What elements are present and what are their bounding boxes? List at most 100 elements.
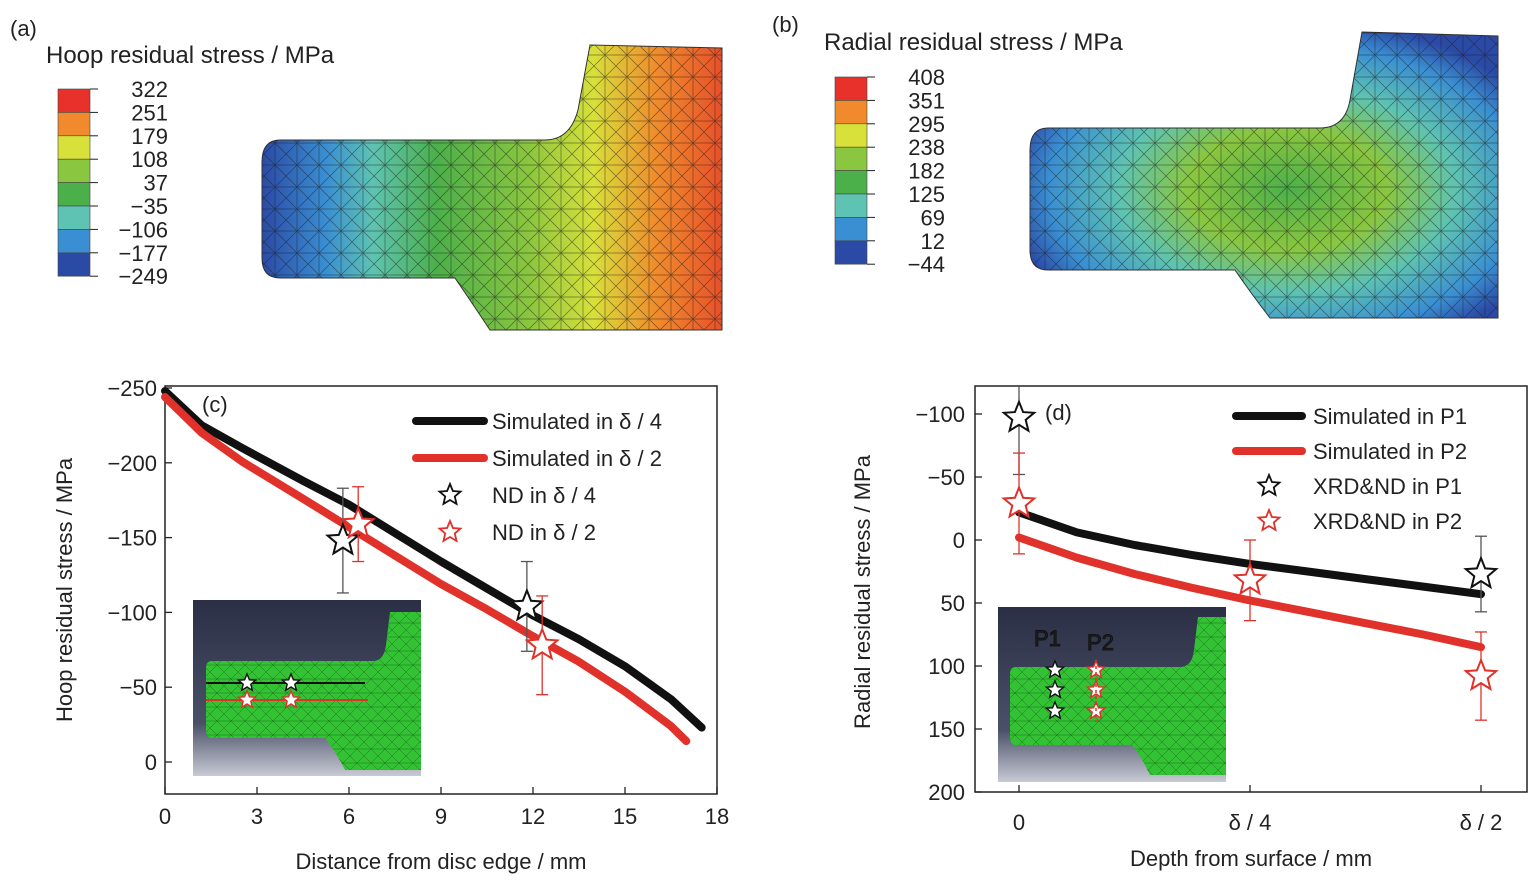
y-tick-label: −200 bbox=[107, 451, 157, 476]
colorbar-swatch bbox=[834, 193, 868, 218]
panel-b: (b) Radial residual stress / MPa 4083512… bbox=[772, 12, 1499, 319]
colorbar-swatch bbox=[834, 217, 868, 242]
y-tick-label: −100 bbox=[915, 402, 965, 427]
inset-marker bbox=[1044, 659, 1066, 679]
colorbar-value: 322 bbox=[131, 77, 168, 102]
legend-label: Simulated in P1 bbox=[1313, 404, 1467, 429]
legend-marker bbox=[437, 481, 463, 506]
y-tick-label: 0 bbox=[953, 528, 965, 553]
y-tick-label: −100 bbox=[107, 600, 157, 625]
chart-c-inset bbox=[193, 600, 421, 776]
chart-d-frame bbox=[974, 385, 1528, 793]
data-point bbox=[1001, 399, 1037, 433]
colorbar-swatch bbox=[834, 100, 868, 125]
x-tick-label: 0 bbox=[1013, 810, 1025, 835]
chart-c-plot: 0 3 6 9 12 15 18 0 −50 −100 −150 −200 −250 Simulated … bbox=[107, 376, 729, 829]
colorbar-swatch bbox=[57, 88, 91, 113]
x-tick-label: 0 bbox=[159, 804, 171, 829]
x-tick-label: δ / 2 bbox=[1460, 810, 1503, 835]
inset-d-p2-label: P2 bbox=[1087, 630, 1114, 655]
chart-d-plot: 0 δ / 4 δ / 2 200 150 100 50 0 −50 −100 Simulated … bbox=[915, 386, 1502, 835]
colorbar-swatch bbox=[834, 240, 868, 265]
legend-label: XRD&ND in P1 bbox=[1313, 474, 1462, 499]
colorbar-value: −106 bbox=[118, 217, 168, 242]
inset-marker bbox=[280, 689, 302, 709]
chart-c-label: (c) bbox=[202, 392, 228, 417]
x-tick-label: 18 bbox=[705, 804, 729, 829]
colorbar-value: 12 bbox=[921, 229, 945, 254]
colorbar-value: 69 bbox=[921, 205, 945, 230]
legend-marker bbox=[1256, 472, 1282, 497]
panel-b-contour bbox=[1029, 31, 1499, 319]
panel-a-contour bbox=[261, 44, 723, 331]
inset-marker bbox=[1044, 679, 1066, 699]
inset-marker bbox=[236, 672, 258, 692]
y-tick-label: 50 bbox=[941, 591, 965, 616]
legend-label: ND in δ / 4 bbox=[492, 483, 596, 508]
series-line bbox=[161, 387, 706, 732]
x-tick-label: 12 bbox=[521, 804, 545, 829]
colorbar-value: 182 bbox=[908, 159, 945, 184]
panel-a-label: (a) bbox=[10, 16, 37, 41]
data-point bbox=[1463, 555, 1499, 590]
colorbar-swatch bbox=[57, 252, 91, 277]
legend-label: XRD&ND in P2 bbox=[1313, 509, 1462, 534]
x-tick-label: 9 bbox=[435, 804, 447, 829]
data-point bbox=[509, 587, 545, 622]
data-point bbox=[1463, 657, 1499, 692]
y-tick-label: 100 bbox=[928, 654, 965, 679]
data-point bbox=[340, 505, 376, 540]
inset-d-p1-label: P1 bbox=[1034, 626, 1061, 651]
colorbar-swatch bbox=[57, 205, 91, 230]
inset-marker bbox=[236, 689, 258, 709]
chart-c-ylabel: Hoop residual stress / MPa bbox=[52, 457, 77, 722]
chart-c: 0 3 6 9 12 15 18 0 −50 −100 −150 −200 −250 Simulated … bbox=[52, 376, 729, 874]
y-tick-label: 150 bbox=[928, 717, 965, 742]
chart-c-xlabel: Distance from disc edge / mm bbox=[296, 849, 587, 874]
chart-d-inset: P1 P2 bbox=[998, 607, 1226, 782]
panel-a: (a) Hoop residual stress / MPa 322251179… bbox=[10, 16, 723, 331]
colorbar-value: 295 bbox=[908, 112, 945, 137]
inset-marker bbox=[1044, 700, 1066, 720]
legend-marker bbox=[1256, 507, 1282, 532]
y-tick-label: 0 bbox=[145, 750, 157, 775]
legend-label: ND in δ / 2 bbox=[492, 520, 596, 545]
colorbar-swatch bbox=[834, 146, 868, 171]
colorbar-value: 37 bbox=[144, 171, 168, 196]
colorbar-value: 108 bbox=[131, 147, 168, 172]
panel-b-legend-title: Radial residual stress / MPa bbox=[824, 29, 1123, 56]
legend-label: Simulated in δ / 2 bbox=[492, 446, 662, 471]
x-tick-label: 15 bbox=[613, 804, 637, 829]
colorbar-swatch bbox=[57, 158, 91, 183]
colorbar-swatch bbox=[834, 76, 868, 101]
legend-label: Simulated in δ / 4 bbox=[492, 409, 662, 434]
data-point bbox=[325, 521, 361, 556]
legend-marker bbox=[437, 518, 463, 543]
colorbar-value: −177 bbox=[118, 241, 168, 266]
colorbar-value: 238 bbox=[908, 135, 945, 160]
y-tick-label: −50 bbox=[928, 465, 965, 490]
x-tick-label: δ / 4 bbox=[1229, 810, 1272, 835]
y-tick-label: −50 bbox=[120, 675, 157, 700]
colorbar-value: 408 bbox=[908, 65, 945, 90]
colorbar-value: 251 bbox=[131, 100, 168, 125]
colorbar-swatch bbox=[57, 182, 91, 207]
x-tick-label: 3 bbox=[251, 804, 263, 829]
inset-marker bbox=[280, 672, 302, 692]
legend-label: Simulated in P2 bbox=[1313, 439, 1467, 464]
x-tick-label: 6 bbox=[343, 804, 355, 829]
colorbar-swatch bbox=[834, 123, 868, 148]
data-point bbox=[1232, 561, 1268, 596]
colorbar-value: 125 bbox=[908, 182, 945, 207]
panel-b-label: (b) bbox=[772, 12, 799, 37]
chart-d-ylabel: Radial residual stress / MPa bbox=[850, 454, 875, 729]
colorbar-value: −44 bbox=[908, 252, 945, 277]
colorbar-value: 351 bbox=[908, 88, 945, 113]
colorbar-swatch bbox=[57, 112, 91, 137]
y-tick-label: 200 bbox=[928, 780, 965, 805]
chart-d-xlabel: Depth from surface / mm bbox=[1130, 846, 1372, 871]
chart-d: P1 P2 0 δ / 4 δ / 2 200 150 100 50 0 −50 −100 Simu… bbox=[850, 385, 1528, 871]
